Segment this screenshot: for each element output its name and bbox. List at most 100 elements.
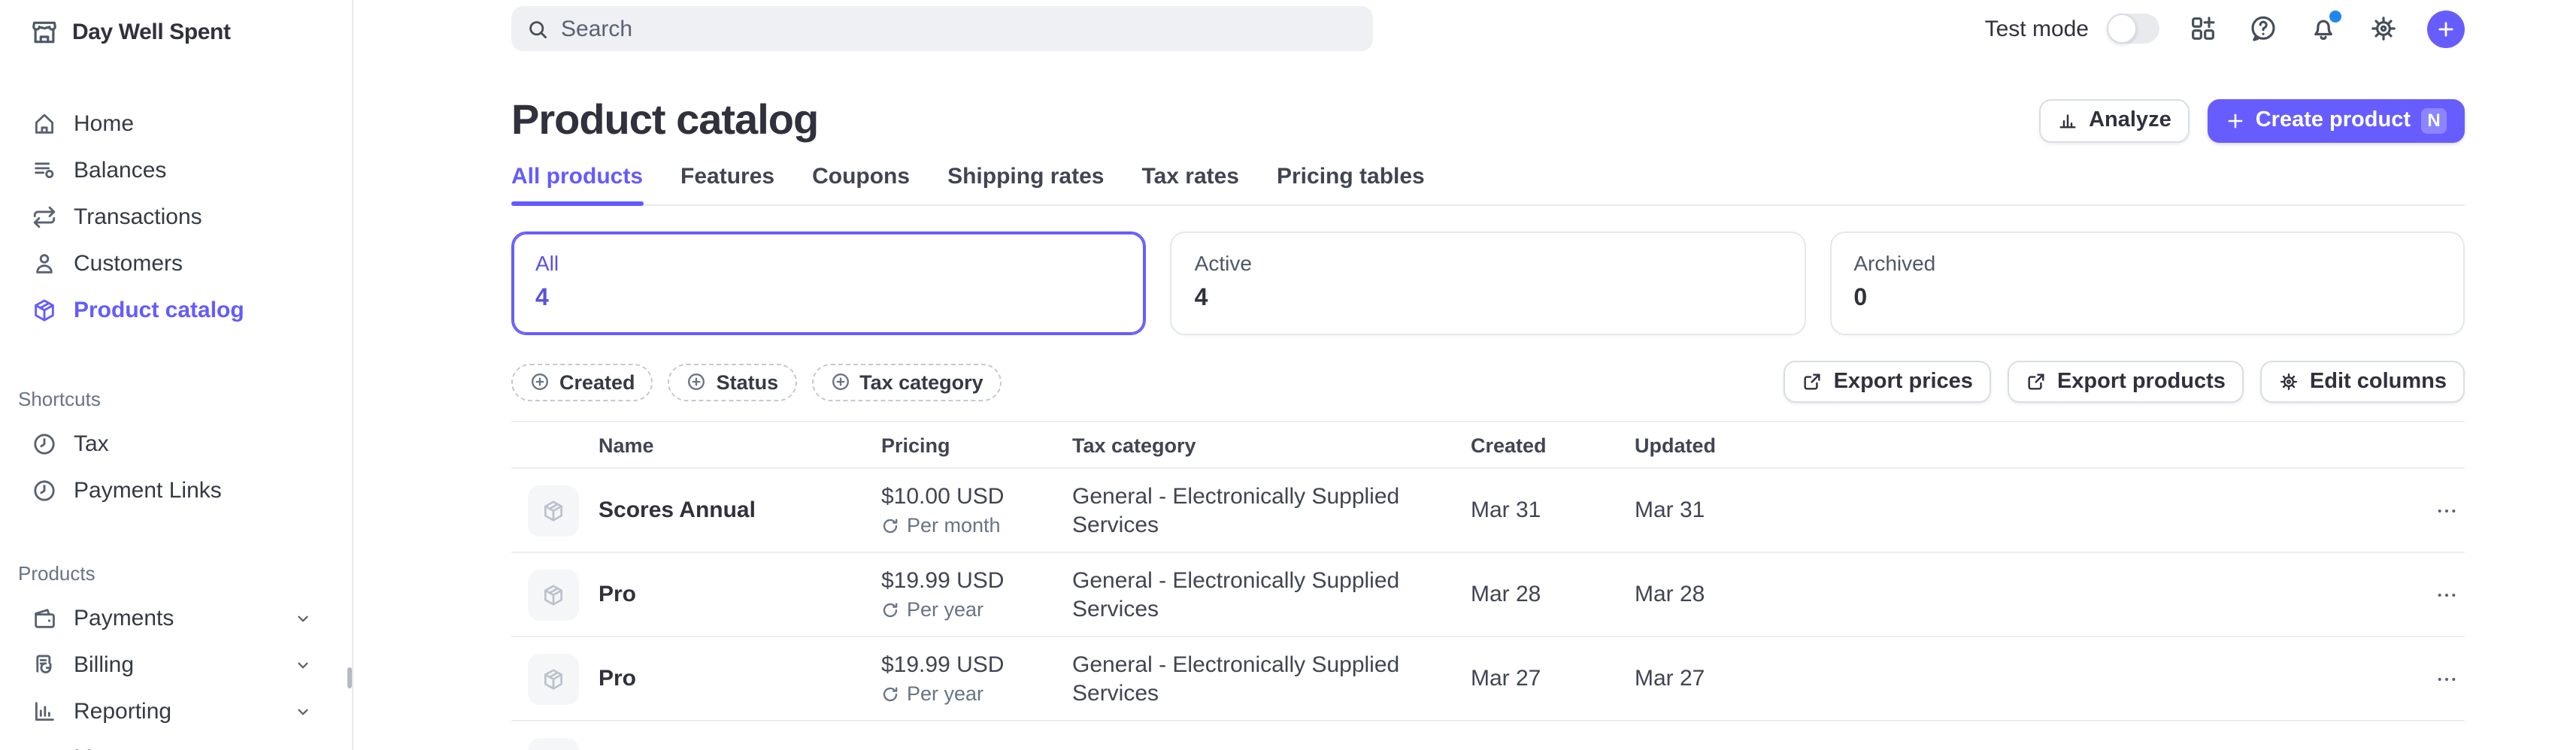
sidebar-item-customers[interactable]: Customers	[0, 240, 352, 287]
toggle-knob	[2107, 14, 2137, 44]
sidebar-item-more[interactable]: More	[0, 735, 352, 750]
filter-tax-category[interactable]: Tax category	[811, 363, 1002, 401]
sidebar-item-home[interactable]: Home	[0, 101, 352, 147]
bell-icon	[2314, 20, 2332, 41]
table-row[interactable]: Pro $19.99 USD Per year General - Electr…	[511, 637, 2465, 721]
sidebar-section-products: Products	[18, 562, 95, 585]
circle-plus-icon	[832, 373, 849, 390]
product-name: Scores Annual	[599, 497, 756, 523]
help-icon	[2251, 16, 2275, 41]
column-header-name: Name	[599, 434, 654, 456]
recurring-icon	[883, 602, 898, 617]
package-icon	[544, 584, 562, 605]
topbar-right-cluster: Test mode	[1985, 10, 2465, 47]
table-row[interactable]: General - Electronically Supplied	[511, 721, 2465, 750]
edit-columns-button[interactable]: Edit columns	[2259, 361, 2465, 403]
export-prices-label: Export prices	[1833, 370, 1973, 394]
sidebar-item-label: More	[74, 745, 125, 750]
test-mode-toggle[interactable]	[2107, 14, 2159, 44]
product-name: Pro	[599, 582, 637, 607]
sidebar-item-label: Balances	[74, 158, 167, 183]
sidebar-item-billing[interactable]: Billing	[0, 642, 352, 688]
package-icon	[35, 299, 54, 322]
summary-card-archived[interactable]: Archived 0	[1829, 231, 2465, 335]
help-button[interactable]	[2247, 12, 2280, 45]
page-header-actions: Analyze Create product N	[2039, 98, 2465, 142]
filter-created[interactable]: Created	[511, 363, 653, 401]
chevron-down-icon	[298, 709, 308, 715]
customers-icon	[36, 254, 53, 274]
sidebar-item-transactions[interactable]: Transactions	[0, 194, 352, 240]
account-switcher[interactable]: Day Well Spent	[0, 0, 352, 47]
table-row[interactable]: Pro $19.99 USD Per year General - Electr…	[511, 553, 2465, 637]
export-icon	[2028, 373, 2044, 390]
sidebar-item-balances[interactable]: Balances	[0, 147, 352, 194]
products-table: Name Pricing Tax category Created Update…	[511, 421, 2465, 750]
sidebar-item-label: Billing	[74, 652, 135, 678]
clock-icon	[34, 480, 55, 501]
filter-status[interactable]: Status	[668, 363, 797, 401]
table-row[interactable]: Scores Annual $10.00 USD Per month Gener…	[511, 469, 2465, 553]
main-content: Test mode	[353, 0, 2576, 750]
sidebar-item-label: Tax	[74, 431, 109, 457]
row-overflow-menu[interactable]	[2411, 498, 2465, 522]
sidebar-nav: Home Balances Transactions Customers	[0, 101, 352, 750]
sidebar-item-reporting[interactable]: Reporting	[0, 688, 352, 735]
wallet-icon	[35, 609, 55, 628]
edit-columns-label: Edit columns	[2309, 370, 2447, 394]
quick-create-button[interactable]	[2427, 10, 2465, 47]
row-overflow-menu[interactable]	[2411, 582, 2465, 606]
card-value: 4	[535, 286, 549, 311]
notifications-button[interactable]	[2307, 11, 2341, 45]
export-prices-button[interactable]: Export prices	[1784, 361, 1991, 403]
product-pricing: $19.99 USD Per year	[881, 568, 1005, 621]
analyze-button-label: Analyze	[2089, 108, 2171, 132]
table-tools: Export prices Export products Edit colum…	[1784, 361, 2465, 403]
filter-toolbar: Created Status Tax category Expo	[511, 361, 2465, 403]
invoice-icon	[36, 655, 52, 674]
card-value: 4	[1194, 286, 1208, 311]
tab-pricing-tables[interactable]: Pricing tables	[1277, 164, 1425, 189]
topbar: Test mode	[511, 0, 2465, 57]
export-products-button[interactable]: Export products	[2007, 361, 2244, 403]
product-tax-category: General - Electronically Supplied Service…	[1072, 483, 1400, 537]
apps-button[interactable]	[2187, 12, 2220, 45]
storefront-icon	[32, 21, 56, 44]
recurring-icon	[883, 686, 898, 701]
summary-card-all[interactable]: All 4	[511, 231, 1147, 335]
tab-all-products[interactable]: All products	[511, 164, 643, 206]
product-thumb-cell	[511, 569, 599, 620]
page-header: Product catalog Analyze Create product N	[511, 96, 2465, 144]
summary-card-active[interactable]: Active 4	[1170, 231, 1806, 335]
settings-button[interactable]	[2367, 12, 2400, 45]
package-icon	[544, 668, 562, 689]
tab-shipping-rates[interactable]: Shipping rates	[947, 164, 1105, 189]
sidebar-item-payments[interactable]: Payments	[0, 595, 352, 642]
column-header-created: Created	[1471, 434, 1547, 456]
home-icon	[35, 113, 54, 134]
product-name: Pro	[599, 666, 637, 691]
sidebar-item-tax[interactable]: Tax	[0, 421, 352, 467]
chart-icon	[2059, 114, 2076, 129]
product-created: Mar 27	[1471, 666, 1541, 691]
sidebar-item-product-catalog[interactable]: Product catalog	[0, 287, 352, 334]
tab-coupons[interactable]: Coupons	[812, 164, 911, 189]
circle-plus-icon	[688, 373, 705, 390]
sidebar-item-label: Home	[74, 111, 135, 137]
sidebar-scrollbar-thumb[interactable]	[347, 667, 352, 688]
search-input[interactable]	[561, 16, 1358, 41]
create-product-button[interactable]: Create product N	[2207, 98, 2465, 142]
search-bar[interactable]	[511, 6, 1373, 51]
sidebar-item-label: Transactions	[74, 204, 202, 230]
filter-label: Tax category	[859, 370, 983, 393]
row-overflow-menu[interactable]	[2411, 667, 2465, 691]
tab-features[interactable]: Features	[680, 164, 775, 189]
sidebar-item-payment-links[interactable]: Payment Links	[0, 467, 352, 514]
product-thumb-cell	[511, 737, 599, 750]
analyze-button[interactable]: Analyze	[2039, 98, 2190, 142]
tab-tax-rates[interactable]: Tax rates	[1141, 164, 1239, 189]
report-icon	[35, 702, 54, 721]
page-title: Product catalog	[511, 96, 819, 143]
circle-plus-icon	[532, 373, 548, 390]
